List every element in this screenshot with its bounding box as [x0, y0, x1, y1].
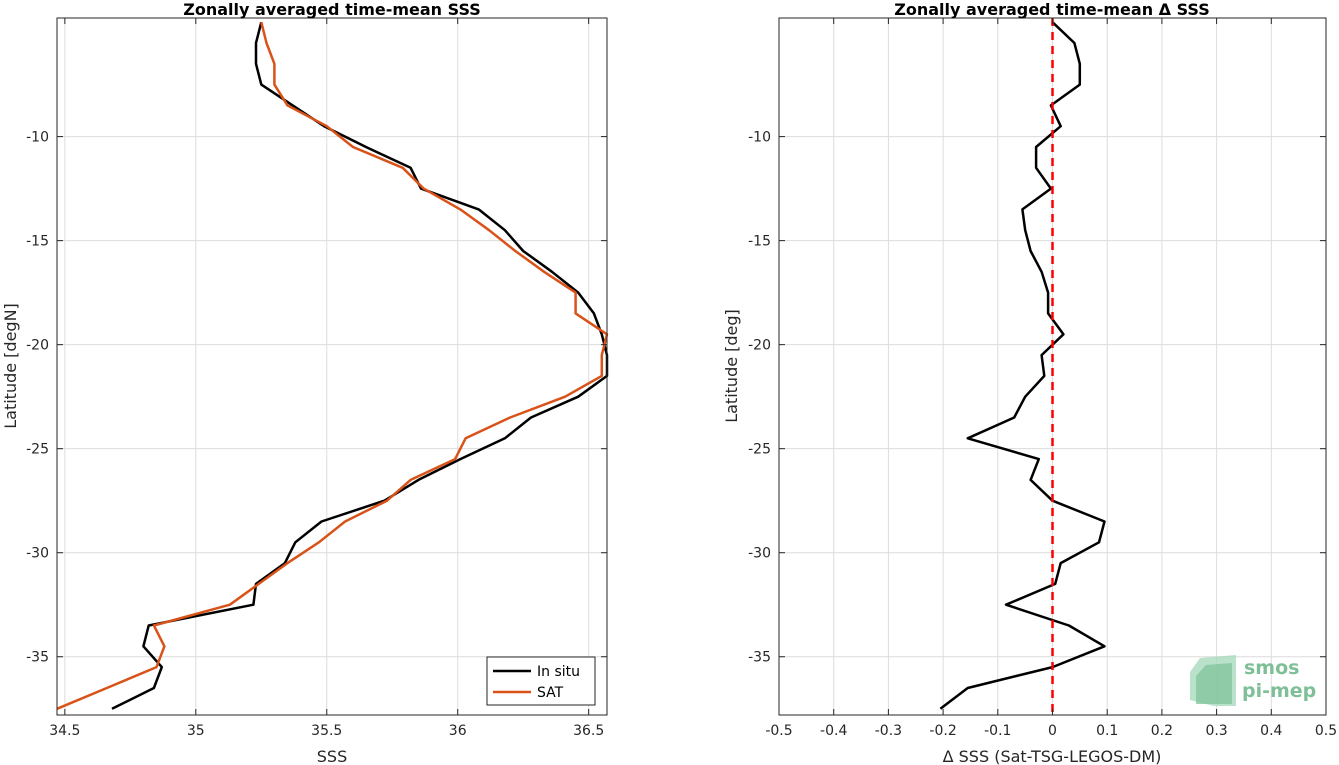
y-tick-label: -25: [26, 442, 49, 458]
x-axis-title-right: Δ SSS (Sat-TSG-LEGOS-DM): [943, 747, 1162, 765]
logo-text-smos: smos: [1244, 657, 1299, 679]
logo-text-pi-mep: pi-mep: [1242, 680, 1316, 702]
x-tick-label: -0.3: [875, 723, 902, 739]
chart-title-left: Zonally averaged time-mean SSS: [183, 0, 481, 19]
x-tick-label: 0.4: [1260, 723, 1282, 739]
legend-label-sat: SAT: [537, 685, 564, 701]
x-tick-label: 0.2: [1151, 723, 1173, 739]
y-tick-label: -30: [26, 546, 49, 562]
series-line-sat: [56, 21, 609, 710]
x-tick-label: -0.5: [765, 723, 792, 739]
chart-left: 34.5 35 35.5 36 36.5 -35 -30 -25 -20 -15 -10 Zonal…: [1, 0, 609, 765]
legend: In situ SAT: [486, 656, 596, 706]
ticks-right: -0.5 -0.4 -0.3 -0.2 -0.1 0 0.1 0.2 0.3 0.4 0.5 -35 -…: [748, 18, 1337, 739]
x-tick-label: -0.1: [984, 723, 1011, 739]
smos-pi-mep-logo: smos pi-mep: [1190, 655, 1316, 706]
chart-right: smos pi-mep -0.5 -0.4 -0.3 -0.2 -0.1 0 0.1 0.2 0…: [722, 0, 1337, 765]
y-axis-title-right: Latitude [deg]: [722, 309, 741, 423]
x-tick-label: 36: [449, 723, 467, 739]
x-tick-label: -0.2: [929, 723, 956, 739]
x-tick-label: 35.5: [311, 723, 342, 739]
x-tick-label: 36.5: [573, 723, 604, 739]
y-tick-label: -35: [748, 650, 771, 666]
y-axis-title-left: Latitude [degN]: [1, 303, 20, 429]
y-tick-label: -30: [748, 546, 771, 562]
ticks-left: 34.5 35 35.5 36 36.5 -35 -30 -25 -20 -15 -10: [26, 18, 607, 739]
y-tick-label: -35: [26, 650, 49, 666]
x-tick-label: 0.1: [1096, 723, 1118, 739]
logo-emblem-front: [1196, 663, 1232, 704]
y-tick-label: -20: [26, 338, 49, 354]
chart-title-right: Zonally averaged time-mean Δ SSS: [894, 0, 1210, 19]
y-tick-label: -25: [748, 442, 771, 458]
x-tick-label: 35: [187, 723, 205, 739]
y-tick-label: -10: [748, 130, 771, 146]
x-tick-label: 0.3: [1205, 723, 1227, 739]
x-tick-label: -0.4: [820, 723, 847, 739]
x-tick-label: 0: [1048, 723, 1057, 739]
y-tick-label: -15: [26, 234, 49, 250]
x-tick-label: 0.5: [1315, 723, 1337, 739]
series-right: [939, 18, 1106, 715]
x-tick-label: 34.5: [49, 723, 80, 739]
plot-border-left: [56, 17, 608, 716]
legend-box: [486, 656, 596, 706]
y-tick-label: -10: [26, 130, 49, 146]
series-line-delta-sss: [939, 21, 1106, 710]
plot-area-left: [57, 18, 607, 715]
y-tick-label: -15: [748, 234, 771, 250]
x-axis-title-left: SSS: [317, 747, 347, 765]
y-tick-label: -20: [748, 338, 771, 354]
legend-label-in-situ: In situ: [537, 664, 580, 680]
